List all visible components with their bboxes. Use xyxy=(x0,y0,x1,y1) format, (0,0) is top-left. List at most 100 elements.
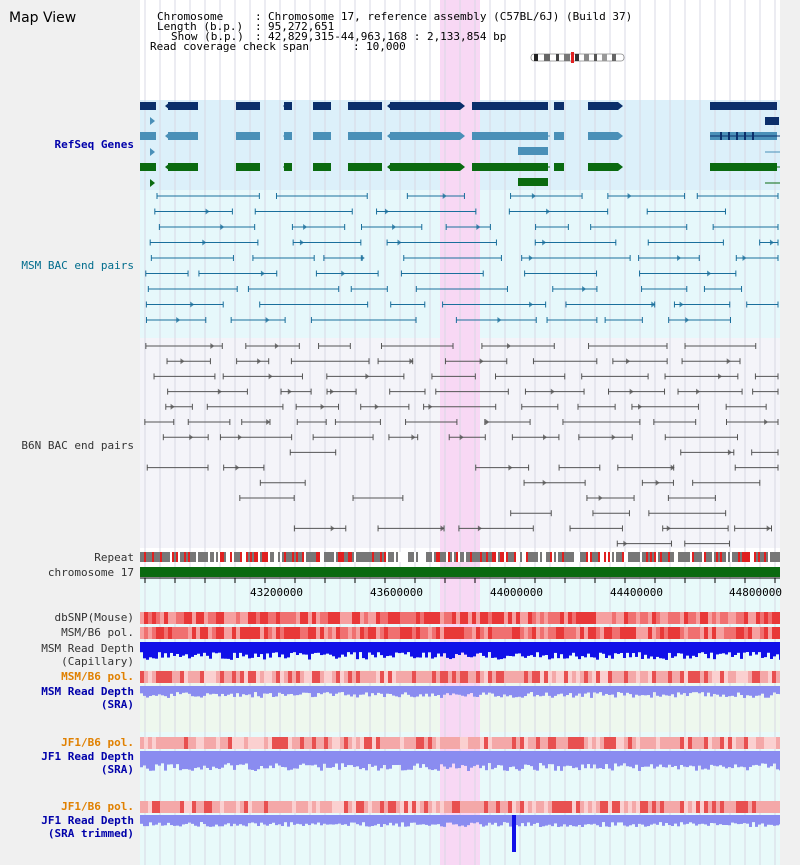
msm-sra-depth-bar xyxy=(467,686,470,695)
msm-sra-depth-bar xyxy=(563,686,566,697)
msm-pol2-cell xyxy=(364,671,368,683)
msm-pol2-cell xyxy=(172,671,176,683)
track-label-refseq[interactable]: RefSeq Genes xyxy=(54,138,134,151)
jf1-trim-depth-bar xyxy=(713,815,716,824)
msm-sra-depth-bar xyxy=(512,686,515,698)
jf1-sra-depth-bar xyxy=(731,751,734,769)
repeat-cell xyxy=(268,552,270,562)
jf1-trim-depth-bar xyxy=(269,815,272,824)
jf1-pol-cell xyxy=(728,737,732,749)
map-view-canvas[interactable] xyxy=(140,0,780,865)
jf1-pol2-cell xyxy=(168,801,172,813)
msm-cap-depth-bar xyxy=(662,642,665,659)
jf1-pol-cell xyxy=(616,737,620,749)
msm-cap-depth-bar xyxy=(161,642,164,658)
jf1-pol-cell xyxy=(256,737,260,749)
gene-exon xyxy=(588,102,618,110)
msm-bac-pair-arrow xyxy=(205,208,210,215)
jf1-trim-depth-bar xyxy=(518,815,521,827)
track-label-dbsnp[interactable]: dbSNP(Mouse) xyxy=(54,611,134,624)
track-label-msm-b6-pol-1[interactable]: MSM/B6 pol. xyxy=(61,626,134,639)
msm-pol2-cell xyxy=(176,671,180,683)
msm-sra-depth-bar xyxy=(602,686,605,696)
msm-sra-depth-bar xyxy=(197,686,200,697)
msm-pol-cell xyxy=(260,627,264,639)
msm-sra-depth-bar xyxy=(479,686,482,695)
jf1-pol-cell xyxy=(724,737,728,749)
jf1-sra-depth-bar xyxy=(143,751,146,766)
msm-cap-depth-bar xyxy=(182,642,185,656)
track-label-jf1-depth-trim[interactable]: JF1 Read Depth xyxy=(41,814,134,827)
msm-cap-depth-bar xyxy=(713,642,716,660)
repeat-cell xyxy=(716,552,718,562)
msm-cap-depth-bar xyxy=(296,642,299,656)
dbsnp-cell xyxy=(740,612,744,624)
jf1-pol2-cell xyxy=(724,801,728,813)
track-label-jf1-pol-2[interactable]: JF1/B6 pol. xyxy=(61,800,134,813)
msm-sra-depth-bar xyxy=(368,686,371,697)
repeat-cell xyxy=(634,552,636,562)
msm-cap-depth-bar xyxy=(542,642,545,656)
repeat-cell xyxy=(490,552,492,562)
jf1-pol-cell xyxy=(700,737,704,749)
msm-pol2-cell xyxy=(540,671,544,683)
track-label-msm-b6-pol-2[interactable]: MSM/B6 pol. xyxy=(61,670,134,683)
msm-bac-pair-arrow xyxy=(529,301,534,308)
jf1-pol2-cell xyxy=(772,801,776,813)
msm-pol-cell xyxy=(476,627,480,639)
jf1-pol2-cell xyxy=(528,801,532,813)
msm-sra-depth-bar xyxy=(371,686,374,694)
msm-cap-depth-bar xyxy=(221,642,224,659)
msm-pol-cell xyxy=(508,627,512,639)
msm-pol2-cell xyxy=(532,671,536,683)
dbsnp-cell xyxy=(520,612,524,624)
chromosome-ideogram[interactable] xyxy=(528,51,628,65)
jf1-pol2-cell xyxy=(508,801,512,813)
msm-pol-cell xyxy=(416,627,420,639)
msm-sra-depth-bar xyxy=(695,686,698,693)
track-label-repeat[interactable]: Repeat xyxy=(94,551,134,564)
msm-cap-depth-bar xyxy=(179,642,182,657)
repeat-cell xyxy=(480,552,482,562)
repeat-cell xyxy=(460,552,462,562)
jf1-trim-depth-bar xyxy=(416,815,419,825)
jf1-trim-depth-bar xyxy=(170,815,173,826)
msm-bac-pair-arrow xyxy=(497,317,502,323)
msm-bac-pair-arrow xyxy=(476,224,481,230)
track-label-msm-depth-cap[interactable]: MSM Read Depth xyxy=(41,642,134,655)
msm-sra-depth-bar xyxy=(476,686,479,697)
msm-sra-depth-bar xyxy=(716,686,719,695)
jf1-pol2-cell xyxy=(176,801,180,813)
jf1-pol2-cell xyxy=(756,801,760,813)
jf1-sra-depth-bar xyxy=(692,751,695,767)
track-label-msm-bac[interactable]: MSM BAC end pairs xyxy=(21,259,134,272)
msm-pol-cell xyxy=(700,627,704,639)
repeat-cell xyxy=(534,552,536,562)
track-label-b6n-bac[interactable]: B6N BAC end pairs xyxy=(21,439,134,452)
b6n-bac-pair-arrow xyxy=(611,434,616,441)
msm-cap-depth-bar xyxy=(470,642,473,658)
track-features[interactable] xyxy=(140,0,780,865)
jf1-trim-depth-bar xyxy=(527,815,530,823)
track-label-jf1-pol-1[interactable]: JF1/B6 pol. xyxy=(61,736,134,749)
jf1-trim-depth-bar xyxy=(551,815,554,827)
repeat-cell xyxy=(404,552,406,562)
track-label-msm-depth-sra[interactable]: MSM Read Depth xyxy=(41,685,134,698)
jf1-pol-cell xyxy=(604,737,608,749)
msm-sra-depth-bar xyxy=(764,686,767,698)
msm-cap-depth-bar xyxy=(278,642,281,658)
msm-sra-depth-bar xyxy=(734,686,737,697)
gene-exon xyxy=(140,132,156,140)
repeat-cell xyxy=(692,552,694,562)
repeat-cell xyxy=(164,552,166,562)
jf1-sra-depth-bar xyxy=(467,751,470,771)
msm-cap-depth-bar xyxy=(491,642,494,658)
dbsnp-cell xyxy=(532,612,536,624)
msm-cap-depth-bar xyxy=(554,642,557,653)
jf1-sra-depth-bar xyxy=(614,751,617,764)
jf1-pol2-cell xyxy=(540,801,544,813)
msm-pol2-cell xyxy=(616,671,620,683)
track-label-jf1-depth-sra[interactable]: JF1 Read Depth xyxy=(41,750,134,763)
jf1-trim-depth-bar xyxy=(323,815,326,824)
repeat-cell xyxy=(636,552,638,562)
